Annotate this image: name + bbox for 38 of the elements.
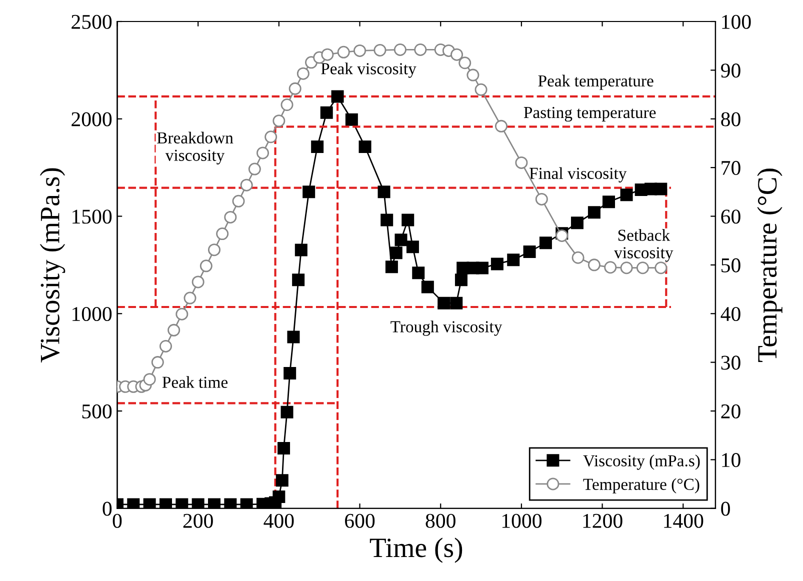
- annotation: Peak temperature: [538, 74, 654, 90]
- y2-tick-label: 90: [721, 64, 740, 78]
- y2-tick-label: 40: [720, 307, 740, 322]
- y-tick-label: 1500: [72, 210, 112, 224]
- annotation: Trough viscosity: [390, 320, 502, 336]
- x-tick-label: 0: [112, 514, 122, 528]
- y2-tick-label: 50: [722, 258, 740, 272]
- x-tick-label: 400: [264, 514, 294, 528]
- x-axis-title: Time (s): [370, 538, 462, 563]
- y-tick-label: 500: [82, 404, 112, 418]
- annotation: Setback viscosity: [614, 229, 674, 262]
- y2-tick-label: 10: [722, 453, 740, 468]
- y2-tick-label: 60: [721, 210, 740, 224]
- y2-axis-title: Temperature (°C): [757, 168, 782, 362]
- annotation: Peak time: [162, 376, 228, 388]
- y2-tick-label: 0: [721, 502, 730, 516]
- x-tick-label: 1200: [583, 514, 622, 528]
- x-tick-label: 1000: [502, 514, 542, 528]
- y2-tick-label: 20: [721, 404, 740, 418]
- annotation: Peak viscosity: [321, 62, 416, 78]
- y-tick-label: 2500: [72, 14, 112, 29]
- annotation: Pasting temperature: [524, 106, 656, 122]
- x-tick-label: 800: [426, 514, 456, 528]
- legend-label: Temperature (°C): [583, 478, 700, 494]
- y2-tick-label: 80: [721, 112, 740, 126]
- y-tick-label: 1000: [72, 307, 112, 322]
- y2-tick-label: 30: [721, 356, 740, 370]
- y-tick-label: 0: [102, 502, 112, 516]
- x-tick-label: 600: [345, 514, 375, 528]
- y2-tick-label: 100: [722, 14, 751, 29]
- y2-tick-label: 70: [722, 160, 740, 175]
- y-axis-title: Viscosity (mPa.s): [40, 168, 66, 363]
- x-tick-label: 1400: [664, 514, 704, 528]
- annotation: Breakdown viscosity: [157, 132, 234, 164]
- x-tick-label: 200: [183, 514, 213, 528]
- annotation: Final viscosity: [530, 167, 627, 182]
- legend-label: Viscosity (mPa.s): [583, 454, 700, 470]
- y-tick-label: 2000: [72, 112, 112, 126]
